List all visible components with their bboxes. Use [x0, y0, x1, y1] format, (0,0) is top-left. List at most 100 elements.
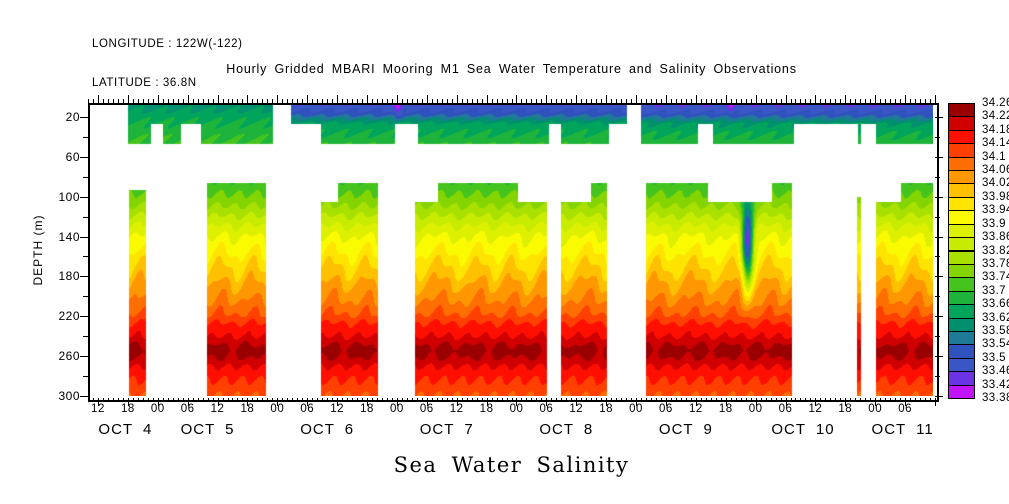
x-tick-bottom	[521, 398, 523, 402]
colorbar-segment	[948, 277, 975, 292]
x-tick-bottom	[272, 398, 274, 402]
x-tick-top	[112, 99, 114, 103]
x-tick-top	[172, 99, 174, 103]
x-tick-bottom	[107, 398, 109, 402]
x-tick-bottom	[137, 398, 139, 402]
colorbar-tick-label: 33.94	[982, 204, 1009, 217]
x-tick-top	[466, 99, 468, 103]
x-tick-bottom	[740, 398, 742, 402]
x-tick-bottom	[312, 398, 314, 402]
x-tick-bottom	[232, 398, 234, 402]
x-tick-bottom	[531, 398, 533, 402]
y-tick-left	[80, 396, 88, 397]
x-tick-top	[750, 99, 752, 103]
colorbar-segment	[948, 317, 975, 332]
x-hour-label: 00	[748, 403, 763, 415]
colorbar-tick-label: 33.54	[982, 338, 1009, 351]
x-tick-top	[925, 99, 927, 103]
x-tick-top	[675, 99, 677, 103]
y-tick-right	[935, 316, 943, 318]
x-tick-bottom	[775, 398, 777, 402]
x-hour-label: 18	[360, 403, 374, 415]
colorbar-tick-label: 33.86	[982, 231, 1009, 244]
x-tick-bottom	[905, 398, 907, 406]
colorbar-tick-label: 33.82	[982, 244, 1009, 257]
y-tick-left	[83, 296, 88, 298]
x-tick-top	[800, 99, 802, 103]
x-tick-bottom	[332, 398, 334, 402]
x-tick-top	[845, 95, 847, 103]
x-tick-bottom	[277, 398, 279, 406]
x-tick-bottom	[262, 398, 264, 402]
x-tick-bottom	[685, 398, 687, 402]
x-tick-bottom	[431, 398, 433, 402]
plot-title: Hourly Gridded MBARI Mooring M1 Sea Wate…	[226, 62, 797, 76]
x-tick-top	[147, 99, 149, 103]
colorbar-segment	[948, 330, 975, 346]
colorbar-segment	[948, 170, 975, 185]
x-tick-top	[835, 99, 837, 103]
x-tick-bottom	[406, 398, 408, 402]
x-tick-bottom	[665, 398, 667, 406]
x-tick-top	[242, 99, 244, 103]
x-tick-bottom	[840, 398, 842, 402]
x-hour-label: 00	[868, 403, 883, 415]
y-tick-right	[935, 116, 943, 118]
y-tick-right	[935, 156, 943, 158]
y-tick-left	[83, 216, 88, 218]
x-tick-bottom	[551, 398, 553, 402]
x-tick-top	[576, 95, 578, 103]
colorbar-segment	[948, 290, 975, 306]
x-tick-top	[651, 99, 652, 103]
x-tick-top	[665, 95, 667, 103]
x-tick-bottom	[491, 398, 493, 402]
x-hour-label: 18	[120, 403, 135, 415]
x-tick-top	[182, 99, 184, 103]
x-tick-top	[506, 99, 508, 103]
x-date-label: OCT 9	[658, 421, 713, 438]
colorbar-tick-label: 34.14	[982, 137, 1009, 150]
x-tick-top	[371, 99, 373, 103]
x-tick-top	[441, 99, 443, 103]
x-tick-top	[780, 99, 782, 103]
x-tick-top	[277, 95, 279, 103]
x-tick-top	[232, 99, 234, 103]
x-tick-bottom	[282, 398, 284, 402]
x-tick-top	[655, 99, 657, 103]
x-tick-top	[541, 99, 543, 103]
x-hour-label: 12	[688, 403, 703, 415]
x-tick-top	[725, 95, 727, 103]
x-tick-bottom	[322, 398, 324, 402]
x-tick-top	[715, 99, 717, 103]
colorbar-tick-label: 33.9	[982, 217, 1006, 230]
y-tick-right	[935, 376, 940, 378]
x-tick-bottom	[197, 398, 199, 402]
x-tick-bottom	[670, 398, 672, 402]
x-tick-top	[436, 99, 438, 103]
x-tick-top	[720, 99, 722, 103]
x-tick-bottom	[441, 398, 443, 402]
x-tick-top	[680, 99, 682, 103]
x-tick-bottom	[930, 398, 932, 402]
x-tick-top	[486, 95, 488, 103]
x-tick-bottom	[710, 398, 712, 402]
y-tick-left	[80, 156, 88, 158]
x-tick-bottom	[651, 398, 652, 402]
x-tick-bottom	[800, 398, 802, 402]
x-tick-top	[401, 99, 403, 103]
x-tick-top	[631, 99, 633, 103]
x-tick-top	[641, 99, 643, 103]
x-tick-bottom	[795, 398, 797, 402]
x-tick-top	[142, 99, 144, 103]
y-tick-left	[83, 336, 88, 338]
x-tick-top	[391, 99, 393, 103]
x-tick-bottom	[576, 398, 578, 406]
y-tick-right	[935, 396, 943, 397]
x-tick-top	[815, 95, 817, 103]
colorbar-tick-label: 33.62	[982, 311, 1009, 324]
x-tick-bottom	[780, 398, 782, 402]
x-date-label: OCT 10	[771, 421, 835, 438]
x-tick-top	[880, 99, 882, 103]
x-tick-bottom	[127, 398, 129, 406]
x-tick-bottom	[202, 398, 204, 402]
